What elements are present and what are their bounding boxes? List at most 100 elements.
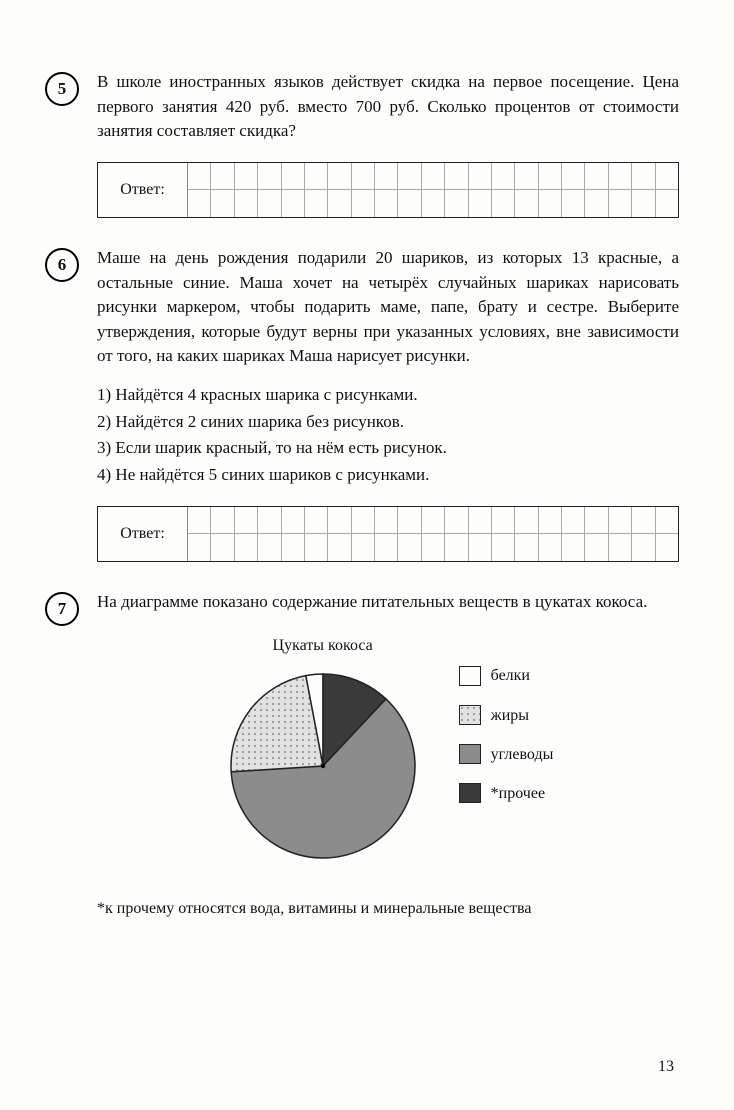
grid-cell[interactable] (492, 534, 515, 561)
grid-cell[interactable] (398, 190, 421, 217)
grid-cell[interactable] (515, 163, 538, 189)
grid-cell[interactable] (211, 190, 234, 217)
grid-cell[interactable] (539, 507, 562, 533)
grid-cell[interactable] (562, 507, 585, 533)
grid-cell[interactable] (235, 190, 258, 217)
answer-grid-6: Ответ: (97, 506, 679, 562)
grid-cell[interactable] (656, 163, 678, 189)
pie-slice-жиры (231, 675, 323, 771)
grid-cell[interactable] (328, 163, 351, 189)
grid-cell[interactable] (445, 163, 468, 189)
legend-item: углеводы (459, 743, 554, 766)
grid-cell[interactable] (609, 190, 632, 217)
grid-cell[interactable] (282, 163, 305, 189)
grid-cell[interactable] (258, 534, 281, 561)
grid-cell[interactable] (422, 163, 445, 189)
grid-cell[interactable] (258, 190, 281, 217)
grid-cell[interactable] (211, 507, 234, 533)
grid-cells-6[interactable] (188, 507, 678, 561)
grid-cell[interactable] (188, 507, 211, 533)
grid-cell[interactable] (375, 163, 398, 189)
grid-cell[interactable] (656, 507, 678, 533)
grid-cell[interactable] (375, 190, 398, 217)
grid-cell[interactable] (492, 507, 515, 533)
grid-cell[interactable] (539, 534, 562, 561)
grid-cell[interactable] (469, 163, 492, 189)
grid-cell[interactable] (422, 507, 445, 533)
grid-cell[interactable] (188, 534, 211, 561)
grid-cell[interactable] (469, 534, 492, 561)
grid-cell[interactable] (398, 163, 421, 189)
grid-cell[interactable] (328, 507, 351, 533)
grid-cells-5[interactable] (188, 163, 678, 217)
grid-cell[interactable] (398, 534, 421, 561)
grid-cell[interactable] (515, 507, 538, 533)
grid-cell[interactable] (585, 507, 608, 533)
grid-cell[interactable] (352, 534, 375, 561)
grid-cell[interactable] (352, 507, 375, 533)
grid-cell[interactable] (445, 507, 468, 533)
grid-cell[interactable] (352, 163, 375, 189)
grid-cell[interactable] (211, 163, 234, 189)
grid-row (188, 190, 678, 217)
grid-cell[interactable] (375, 534, 398, 561)
grid-cell[interactable] (632, 163, 655, 189)
grid-cell[interactable] (258, 163, 281, 189)
option-4: 4) Не найдётся 5 синих шариков с рисунка… (97, 463, 679, 488)
grid-cell[interactable] (585, 534, 608, 561)
grid-cell[interactable] (305, 190, 328, 217)
grid-cell[interactable] (469, 190, 492, 217)
legend-swatch (459, 705, 481, 725)
option-2: 2) Найдётся 2 синих шарика без рисунков. (97, 410, 679, 435)
grid-cell[interactable] (609, 534, 632, 561)
legend-swatch (459, 744, 481, 764)
grid-cell[interactable] (398, 507, 421, 533)
grid-cell[interactable] (258, 507, 281, 533)
grid-cell[interactable] (328, 534, 351, 561)
grid-cell[interactable] (305, 507, 328, 533)
grid-cell[interactable] (632, 190, 655, 217)
grid-cell[interactable] (235, 507, 258, 533)
problem-number-7: 7 (45, 592, 79, 626)
grid-cell[interactable] (562, 163, 585, 189)
grid-cell[interactable] (562, 190, 585, 217)
grid-cell[interactable] (188, 190, 211, 217)
grid-cell[interactable] (445, 534, 468, 561)
legend-label: жиры (491, 704, 529, 727)
grid-cell[interactable] (422, 534, 445, 561)
grid-cell[interactable] (585, 190, 608, 217)
grid-cell[interactable] (305, 163, 328, 189)
grid-cell[interactable] (235, 534, 258, 561)
problem-5: 5 В школе иностранных языков действует с… (45, 70, 679, 218)
grid-cell[interactable] (632, 534, 655, 561)
legend-label: *прочее (491, 782, 545, 805)
grid-cell[interactable] (282, 190, 305, 217)
grid-cell[interactable] (282, 534, 305, 561)
grid-cell[interactable] (282, 507, 305, 533)
grid-cell[interactable] (656, 190, 678, 217)
problem-text-7: На диаграмме показано содержание питател… (97, 590, 679, 615)
grid-cell[interactable] (562, 534, 585, 561)
grid-cell[interactable] (585, 163, 608, 189)
grid-cell[interactable] (515, 534, 538, 561)
grid-cell[interactable] (352, 190, 375, 217)
grid-cell[interactable] (492, 163, 515, 189)
grid-cell[interactable] (609, 163, 632, 189)
legend-label: белки (491, 664, 530, 687)
grid-cell[interactable] (305, 534, 328, 561)
grid-cell[interactable] (515, 190, 538, 217)
grid-cell[interactable] (328, 190, 351, 217)
grid-cell[interactable] (609, 507, 632, 533)
grid-cell[interactable] (235, 163, 258, 189)
grid-cell[interactable] (539, 190, 562, 217)
grid-cell[interactable] (492, 190, 515, 217)
grid-cell[interactable] (656, 534, 678, 561)
grid-cell[interactable] (375, 507, 398, 533)
grid-cell[interactable] (211, 534, 234, 561)
grid-cell[interactable] (188, 163, 211, 189)
grid-cell[interactable] (632, 507, 655, 533)
grid-cell[interactable] (422, 190, 445, 217)
grid-cell[interactable] (539, 163, 562, 189)
grid-cell[interactable] (445, 190, 468, 217)
grid-cell[interactable] (469, 507, 492, 533)
